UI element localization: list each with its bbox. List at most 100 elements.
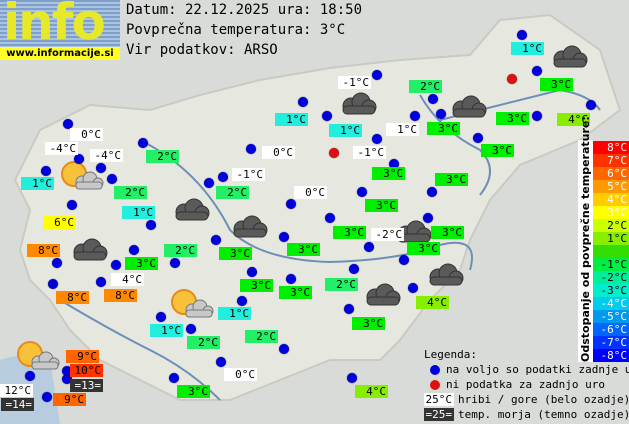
station-dot[interactable]	[96, 163, 106, 173]
river	[59, 299, 221, 401]
station-dot[interactable]	[25, 371, 35, 381]
station-dot[interactable]	[357, 187, 367, 197]
station-dot[interactable]	[286, 274, 296, 284]
temperature-label: 8°C	[104, 289, 137, 302]
station-dot[interactable]	[436, 109, 446, 119]
station-dot[interactable]	[48, 279, 58, 289]
temperature-label: 2°C	[187, 336, 220, 349]
scale-step: 1°C	[593, 232, 629, 245]
station-dot[interactable]	[169, 373, 179, 383]
station-dot-missing[interactable]	[329, 148, 339, 158]
station-dot[interactable]	[344, 304, 354, 314]
legend: Legenda: na voljo so podatki zadnje ure …	[424, 347, 629, 422]
station-dot[interactable]	[67, 200, 77, 210]
station-dot[interactable]	[428, 94, 438, 104]
temperature-label: 3°C	[435, 173, 468, 186]
station-dot[interactable]	[586, 100, 596, 110]
temperature-label: 3°C	[333, 226, 366, 239]
temperature-label: 2°C	[164, 244, 197, 257]
station-dot[interactable]	[517, 30, 527, 40]
station-dot[interactable]	[325, 213, 335, 223]
station-dot[interactable]	[218, 172, 228, 182]
scale-step: 2°C	[593, 219, 629, 232]
temperature-label: 0°C	[294, 186, 327, 199]
station-dot[interactable]	[107, 174, 117, 184]
station-dot[interactable]	[423, 213, 433, 223]
scale-step	[593, 245, 629, 258]
temperature-label: 3°C	[427, 122, 460, 135]
temperature-label: 4°C	[557, 113, 590, 126]
logo-url[interactable]: www.informacije.si	[0, 47, 120, 60]
logo-text: info	[3, 0, 106, 47]
color-scale: 8°C 7°C 6°C 5°C 4°C 3°C 2°C 1°C -1°C -2°C -3°C -4°C…	[593, 141, 629, 362]
station-dot[interactable]	[247, 267, 257, 277]
temperature-label: 1°C	[275, 113, 308, 126]
station-dot[interactable]	[62, 374, 72, 384]
station-dot[interactable]	[186, 324, 196, 334]
station-dot[interactable]	[62, 366, 72, 376]
station-dot[interactable]	[410, 111, 420, 121]
station-dot[interactable]	[246, 144, 256, 154]
station-dot[interactable]	[96, 277, 106, 287]
temperature-label: 3°C	[481, 144, 514, 157]
station-dot[interactable]	[279, 344, 289, 354]
station-dot[interactable]	[216, 357, 226, 367]
temperature-label: 8°C	[56, 291, 89, 304]
temperature-label: 4°C	[355, 385, 388, 398]
station-dot[interactable]	[399, 255, 409, 265]
cloud-icon	[452, 95, 487, 118]
station-dot[interactable]	[347, 373, 357, 383]
temperature-label: 2°C	[114, 186, 147, 199]
station-dot[interactable]	[146, 220, 156, 230]
scale-step: -1°C	[593, 258, 629, 271]
temperature-label: -1°C	[338, 76, 371, 89]
temperature-label: 3°C	[219, 247, 252, 260]
station-dot[interactable]	[408, 283, 418, 293]
station-dot[interactable]	[129, 245, 139, 255]
station-dot[interactable]	[389, 159, 399, 169]
station-dot[interactable]	[427, 187, 437, 197]
station-dot[interactable]	[211, 235, 221, 245]
temperature-label: -4°C	[90, 149, 123, 162]
station-dot[interactable]	[204, 178, 214, 188]
station-dot-missing[interactable]	[507, 74, 517, 84]
temperature-label: 3°C	[125, 257, 158, 270]
station-dot[interactable]	[111, 260, 121, 270]
temperature-label: -1°C	[232, 168, 265, 181]
logo[interactable]: info	[0, 0, 120, 47]
temperature-label: 4°C	[111, 273, 144, 286]
station-dot[interactable]	[237, 296, 247, 306]
scale-step: 5°C	[593, 180, 629, 193]
station-dot[interactable]	[372, 134, 382, 144]
station-dot[interactable]	[63, 119, 73, 129]
station-dot[interactable]	[170, 258, 180, 268]
station-dot[interactable]	[298, 97, 308, 107]
temperature-label: 4°C	[416, 296, 449, 309]
station-dot[interactable]	[52, 258, 62, 268]
temperature-label: 3°C	[352, 317, 385, 330]
station-dot[interactable]	[279, 232, 289, 242]
average-temperature: Povprečna temperatura: 3°C	[126, 22, 346, 38]
station-dot[interactable]	[42, 392, 52, 402]
partly-cloudy-icon	[17, 341, 60, 370]
station-dot[interactable]	[286, 199, 296, 209]
temperature-label: -4°C	[45, 142, 78, 155]
station-dot[interactable]	[473, 133, 483, 143]
station-dot[interactable]	[532, 66, 542, 76]
station-dot[interactable]	[364, 242, 374, 252]
scale-step: -5°C	[593, 310, 629, 323]
station-dot[interactable]	[372, 70, 382, 80]
station-dot[interactable]	[349, 264, 359, 274]
cloud-icon	[233, 215, 268, 238]
data-source: Vir podatkov: ARSO	[126, 42, 278, 58]
station-dot[interactable]	[41, 166, 51, 176]
temperature-label: =14=	[1, 398, 34, 411]
station-dot[interactable]	[74, 154, 84, 164]
station-dot[interactable]	[156, 312, 166, 322]
station-dot[interactable]	[138, 138, 148, 148]
station-dot[interactable]	[322, 111, 332, 121]
cloud-icon	[73, 238, 108, 261]
temperature-label: 3°C	[496, 112, 529, 125]
station-dot[interactable]	[532, 111, 542, 121]
scale-title: Odstopanje od povprečne temperature:	[578, 116, 593, 362]
